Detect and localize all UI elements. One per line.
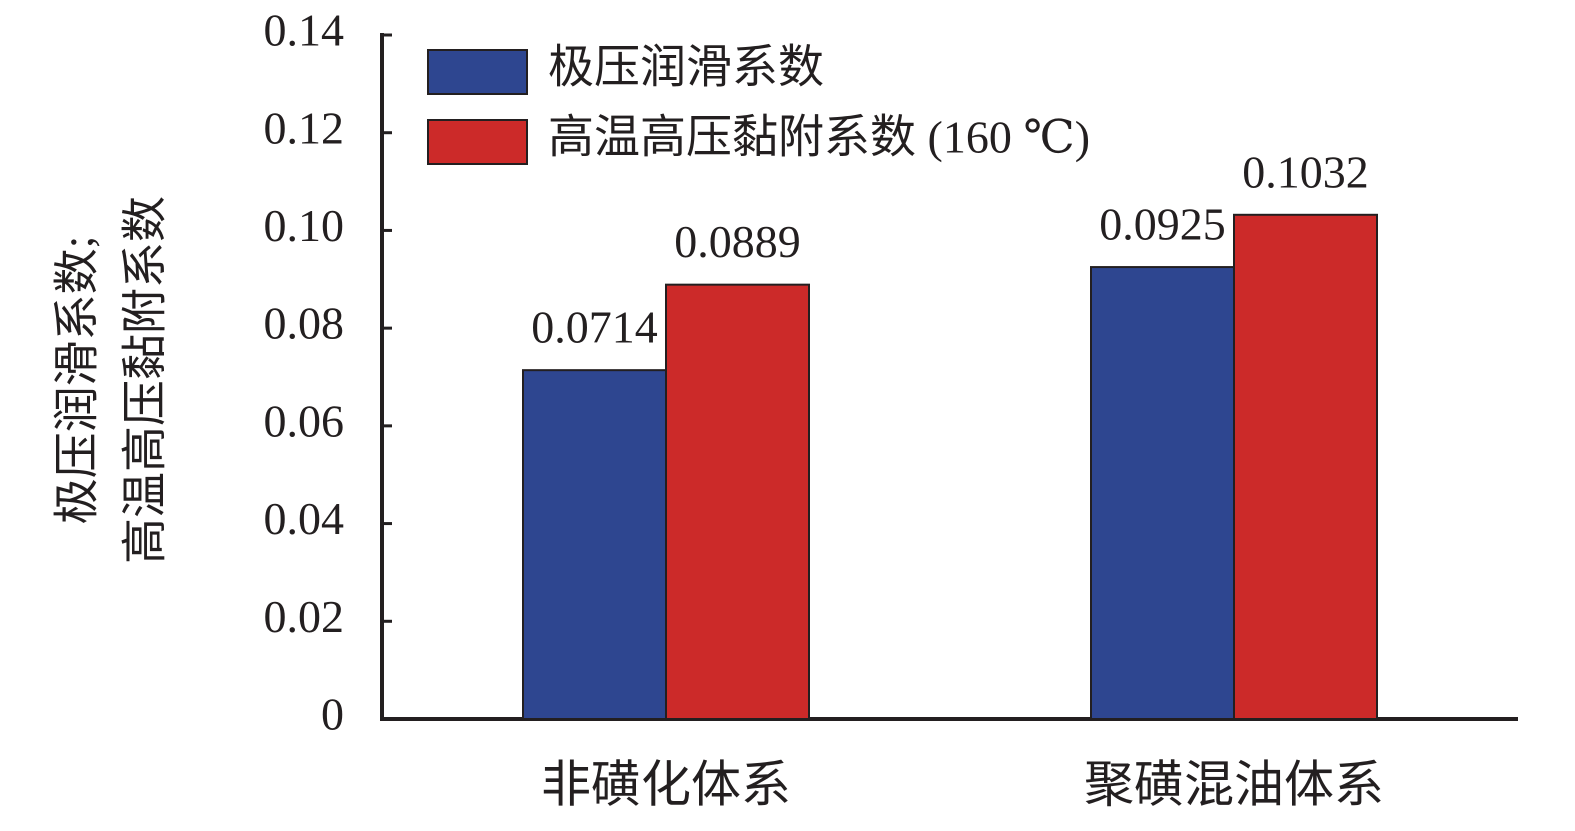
- data-label: 0.0714: [531, 302, 658, 353]
- bar: [665, 283, 810, 720]
- data-label: 0.1032: [1242, 146, 1369, 197]
- x-tick-label: 聚磺混油体系: [1084, 756, 1384, 812]
- y-tick-label: 0.14: [264, 5, 345, 56]
- legend-label: 极压润滑系数: [548, 42, 824, 93]
- y-tick-label: 0: [321, 689, 344, 740]
- y-tick-label: 0.04: [264, 493, 345, 544]
- y-tick-label: 0.06: [264, 395, 345, 446]
- y-axis-title-line: 极压润滑系数;: [52, 236, 103, 525]
- legend-swatch: [427, 49, 528, 95]
- data-label: 0.0925: [1099, 199, 1226, 250]
- bar: [522, 369, 667, 720]
- legend-label: 高温高压黏附系数 (160 ℃): [548, 112, 1090, 163]
- bar: [1090, 266, 1235, 720]
- data-label: 0.0889: [674, 216, 801, 267]
- y-axis-title: 极压润滑系数; 高温高压黏附系数: [52, 196, 171, 564]
- y-tick-label: 0.02: [264, 591, 345, 642]
- y-tick-label: 0.08: [264, 298, 345, 349]
- y-tick-label: 0.10: [264, 200, 345, 251]
- bar: [1233, 213, 1378, 720]
- y-tick-label: 0.12: [264, 102, 345, 153]
- y-axis-title-line: 高温高压黏附系数: [120, 196, 171, 564]
- legend-swatch: [427, 119, 528, 165]
- x-tick-label: 非磺化体系: [541, 756, 791, 812]
